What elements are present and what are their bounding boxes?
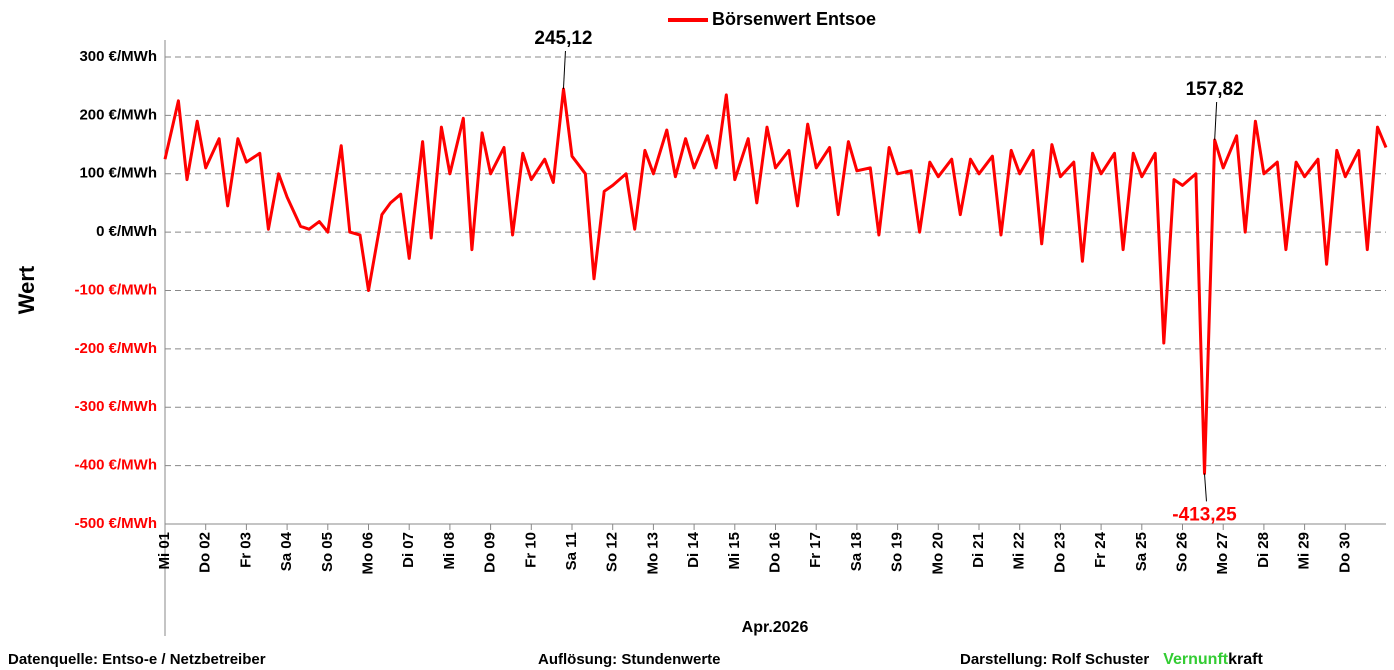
- x-tick-label: So 12: [604, 532, 621, 572]
- annotation: 157,82: [1186, 79, 1244, 100]
- brand-rest: kraft: [1228, 651, 1263, 668]
- y-tick-label: -100 €/MWh: [74, 281, 157, 298]
- y-tick-label: 200 €/MWh: [79, 106, 157, 123]
- x-tick-label: Mi 01: [156, 532, 173, 570]
- author: Darstellung: Rolf Schuster: [960, 651, 1149, 668]
- x-tick-label: So 26: [1173, 532, 1190, 572]
- y-tick-label: -200 €/MWh: [74, 340, 157, 357]
- x-tick-label: Di 14: [685, 531, 702, 568]
- annotation: -413,25: [1172, 504, 1237, 525]
- x-tick-label: Mi 22: [1011, 532, 1028, 570]
- y-tick-label: -500 €/MWh: [74, 515, 157, 532]
- y-axis-label: Wert: [14, 265, 39, 314]
- legend-label: Börsenwert Entsoe: [712, 9, 876, 29]
- x-tick-label: So 05: [319, 532, 336, 572]
- x-tick-label: Mo 06: [359, 532, 376, 575]
- x-tick-label: Di 21: [970, 532, 987, 568]
- x-tick-label: Do 09: [482, 532, 499, 573]
- y-tick-label: -300 €/MWh: [74, 398, 157, 415]
- x-tick-label: Mi 08: [441, 532, 458, 570]
- x-tick-label: Sa 04: [278, 531, 295, 571]
- annotation-leader: [1203, 473, 1207, 502]
- annotation-leader: [562, 51, 566, 90]
- series-line: [163, 87, 1388, 475]
- x-tick-label: Do 23: [1051, 532, 1068, 573]
- x-tick-label: Fr 10: [522, 532, 539, 568]
- x-tick-label: Fr 24: [1092, 531, 1109, 568]
- x-tick-label: Mo 27: [1214, 532, 1231, 575]
- x-axis-label: Apr.2026: [742, 619, 809, 636]
- y-tick-label: 100 €/MWh: [79, 165, 157, 182]
- y-tick-label: 300 €/MWh: [79, 48, 157, 65]
- x-tick-label: Sa 25: [1133, 532, 1150, 571]
- x-tick-label: So 19: [889, 532, 906, 572]
- footer-source: Datenquelle: Entso-e / Netzbetreiber: [8, 651, 266, 668]
- x-tick-label: Do 02: [197, 532, 214, 573]
- x-tick-label: Do 30: [1336, 532, 1353, 573]
- y-tick-label: -400 €/MWh: [74, 457, 157, 474]
- brand-green: Vernunft: [1163, 651, 1229, 668]
- x-tick-label: Mo 20: [929, 532, 946, 575]
- x-tick-label: Do 16: [766, 532, 783, 573]
- x-tick-label: Fr 03: [237, 532, 254, 568]
- x-tick-label: Mi 29: [1296, 532, 1313, 570]
- x-tick-label: Sa 18: [848, 532, 865, 571]
- x-tick-label: Di 28: [1255, 532, 1272, 568]
- annotation: 245,12: [534, 28, 592, 49]
- x-tick-label: Di 07: [400, 532, 417, 568]
- x-tick-label: Mi 15: [726, 532, 743, 570]
- x-tick-label: Fr 17: [807, 532, 824, 568]
- footer-author: Darstellung: Rolf Schuster Vernunftkraft: [960, 651, 1263, 668]
- footer-resolution: Auflösung: Stundenwerte: [538, 651, 721, 668]
- x-tick-label: Sa 11: [563, 532, 580, 570]
- annotation-leader: [1214, 101, 1218, 141]
- x-tick-label: Mo 13: [644, 532, 661, 575]
- y-tick-label: 0 €/MWh: [96, 223, 157, 240]
